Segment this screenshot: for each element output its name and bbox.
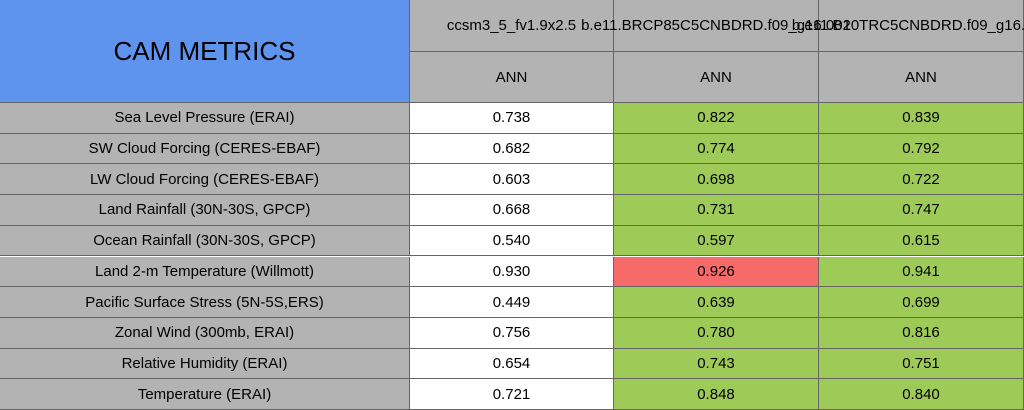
metric-value: 0.722 — [819, 164, 1024, 196]
column-name: ccsm3_5_fv1.9x2.5 — [410, 0, 614, 52]
row-label: LW Cloud Forcing (CERES-EBAF) — [0, 164, 410, 196]
metric-value: 0.747 — [819, 195, 1024, 226]
metric-value: 0.699 — [819, 287, 1024, 318]
metric-value: 0.603 — [410, 164, 614, 196]
metric-value: 0.615 — [819, 225, 1024, 257]
metric-value: 0.840 — [819, 379, 1024, 410]
metric-value: 0.780 — [614, 317, 819, 349]
metric-value: 0.756 — [410, 317, 614, 349]
row-label: Zonal Wind (300mb, ERAI) — [0, 317, 410, 349]
row-label: Land Rainfall (30N-30S, GPCP) — [0, 195, 410, 226]
column-name: b.e11.B20TRC5CNBDRD.f09_g16.001 — [792, 0, 1024, 52]
row-label: Pacific Surface Stress (5N-5S,ERS) — [0, 287, 410, 318]
metric-value: 0.639 — [614, 287, 819, 318]
row-label: SW Cloud Forcing (CERES-EBAF) — [0, 133, 410, 165]
metric-value: 0.654 — [410, 348, 614, 380]
metric-value: 0.822 — [614, 103, 819, 134]
row-label: Temperature (ERAI) — [0, 379, 410, 410]
metric-value: 0.816 — [819, 317, 1024, 349]
metric-value: 0.839 — [819, 103, 1024, 134]
metric-value: 0.682 — [410, 133, 614, 165]
metric-value: 0.941 — [819, 256, 1024, 288]
row-label: Ocean Rainfall (30N-30S, GPCP) — [0, 225, 410, 257]
metric-value: 0.731 — [614, 195, 819, 226]
metric-value: 0.930 — [410, 256, 614, 288]
metric-value: 0.774 — [614, 133, 819, 165]
title-cell: CAM METRICS — [0, 0, 410, 103]
metric-value: 0.597 — [614, 225, 819, 257]
metric-value: 0.540 — [410, 225, 614, 257]
row-label: Relative Humidity (ERAI) — [0, 348, 410, 380]
metric-value: 0.668 — [410, 195, 614, 226]
metric-value: 0.792 — [819, 133, 1024, 165]
header-background — [410, 0, 1024, 52]
column-period: ANN — [410, 52, 614, 103]
metric-value: 0.743 — [614, 348, 819, 380]
metric-value: 0.848 — [614, 379, 819, 410]
metric-value: 0.449 — [410, 287, 614, 318]
metric-value: 0.721 — [410, 379, 614, 410]
column-period: ANN — [614, 52, 819, 103]
row-label: Land 2-m Temperature (Willmott) — [0, 256, 410, 288]
metric-value: 0.751 — [819, 348, 1024, 380]
column-name: b.e11.BRCP85C5CNBDRD.f09_g16.001 — [581, 0, 851, 52]
metric-value: 0.926 — [614, 256, 819, 288]
row-label: Sea Level Pressure (ERAI) — [0, 103, 410, 134]
metric-value: 0.698 — [614, 164, 819, 196]
metric-value: 0.738 — [410, 103, 614, 134]
column-period: ANN — [819, 52, 1024, 103]
